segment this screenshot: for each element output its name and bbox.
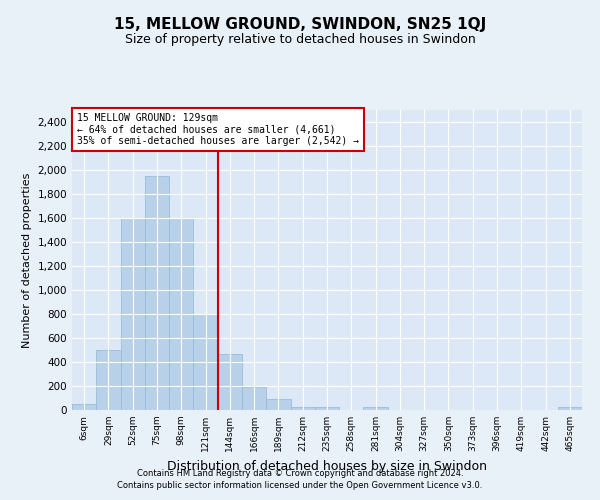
Text: Contains HM Land Registry data © Crown copyright and database right 2024.: Contains HM Land Registry data © Crown c… [137,468,463,477]
Bar [193,314,218,410]
Bar [72,404,96,410]
Bar [364,407,388,410]
Bar [96,350,121,410]
Bar [145,176,169,410]
Bar [315,407,339,410]
Bar [242,386,266,410]
Text: Contains public sector information licensed under the Open Government Licence v3: Contains public sector information licen… [118,481,482,490]
Bar [266,399,290,410]
Bar [290,407,315,410]
X-axis label: Distribution of detached houses by size in Swindon: Distribution of detached houses by size … [167,460,487,472]
Bar [169,218,193,410]
Bar [558,407,582,410]
Text: Size of property relative to detached houses in Swindon: Size of property relative to detached ho… [125,32,475,46]
Text: 15 MELLOW GROUND: 129sqm
← 64% of detached houses are smaller (4,661)
35% of sem: 15 MELLOW GROUND: 129sqm ← 64% of detach… [77,113,359,146]
Y-axis label: Number of detached properties: Number of detached properties [22,172,32,348]
Text: 15, MELLOW GROUND, SWINDON, SN25 1QJ: 15, MELLOW GROUND, SWINDON, SN25 1QJ [114,18,486,32]
Bar [218,354,242,410]
Bar [121,218,145,410]
